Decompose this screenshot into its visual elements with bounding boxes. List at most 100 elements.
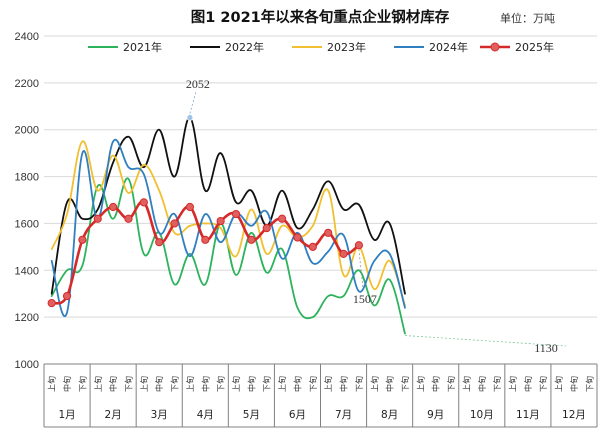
- dekad-label: 上旬: [461, 376, 471, 392]
- dekad-label: 上旬: [508, 376, 518, 392]
- dekad-label: 中旬: [246, 376, 256, 392]
- series-marker: [354, 241, 364, 250]
- dekad-label: 中旬: [431, 376, 441, 392]
- dekad-label: 上旬: [323, 376, 333, 392]
- dekad-label: 上旬: [369, 376, 379, 392]
- month-label: 4月: [197, 409, 214, 421]
- series-marker: [324, 228, 333, 237]
- dekad-label: 中旬: [292, 376, 302, 392]
- dekad-label: 上旬: [139, 376, 149, 392]
- month-label: 11月: [516, 409, 540, 421]
- dekad-label: 下旬: [262, 376, 272, 392]
- dekad-label: 上旬: [185, 376, 195, 392]
- month-label: 10月: [470, 409, 494, 421]
- dekad-label: 下旬: [538, 376, 548, 392]
- series-marker: [339, 249, 348, 258]
- y-tick-label: 1400: [15, 265, 39, 277]
- month-label: 2月: [105, 409, 122, 421]
- series-marker: [47, 298, 56, 308]
- series-marker: [262, 224, 271, 233]
- series-marker: [155, 238, 164, 247]
- series-marker: [109, 202, 118, 212]
- dekad-label: 下旬: [308, 376, 318, 392]
- legend-marker: [490, 42, 500, 52]
- month-label: 9月: [427, 409, 444, 421]
- legend-label: 2021年: [123, 40, 162, 54]
- legend-label: 2024年: [429, 40, 468, 54]
- annotation-leader: [358, 249, 364, 289]
- unit-label: 单位：万吨: [500, 11, 555, 25]
- chart-title: 图1 2021年以来各旬重点企业钢材库存: [191, 8, 450, 26]
- dekad-label: 中旬: [154, 376, 164, 392]
- month-label: 1月: [58, 409, 75, 421]
- series-marker: [216, 216, 225, 226]
- dekad-label: 上旬: [47, 376, 57, 392]
- annotations: 2052 1507 1130: [186, 77, 567, 355]
- legend-label: 2025年: [515, 40, 554, 54]
- dekad-label: 中旬: [108, 376, 118, 392]
- y-tick-label: 1800: [15, 172, 39, 184]
- series-layer: [47, 116, 406, 335]
- dekad-label: 中旬: [523, 376, 533, 392]
- legend: 2021年 2022年 2023年 2024年 2025年: [88, 40, 554, 54]
- y-tick-label: 2000: [15, 125, 39, 137]
- annotation-label: 1130: [534, 341, 558, 355]
- dekad-label: 上旬: [231, 376, 241, 392]
- series-marker: [62, 291, 72, 301]
- annotation-leader: [404, 335, 567, 347]
- series-marker: [201, 235, 210, 244]
- month-label: 7月: [335, 409, 352, 421]
- y-tick-label: 1000: [15, 359, 39, 371]
- dekad-label: 上旬: [93, 376, 103, 392]
- dekad-label: 中旬: [569, 376, 579, 392]
- dekad-label: 中旬: [62, 376, 72, 392]
- annotation-label: 2052: [186, 77, 210, 91]
- series-marker: [93, 214, 102, 223]
- dekad-label: 下旬: [400, 376, 410, 392]
- series-line-2: [50, 116, 406, 295]
- dekad-label: 中旬: [477, 376, 487, 392]
- annotation-point: [186, 114, 194, 121]
- annotation-leader: [189, 91, 197, 114]
- month-label: 5月: [243, 409, 260, 421]
- annotation-label: 1507: [353, 292, 377, 306]
- legend-label: 2023年: [327, 40, 366, 54]
- series-marker: [185, 202, 195, 212]
- month-label: 6月: [289, 409, 306, 421]
- y-tick-label: 2200: [15, 78, 39, 90]
- grid-layer: [44, 35, 597, 365]
- dekad-label: 下旬: [216, 376, 226, 392]
- series-marker: [247, 235, 256, 244]
- series-line-4: [50, 138, 406, 317]
- series-marker: [124, 214, 133, 223]
- month-label: 8月: [381, 409, 398, 421]
- series-marker: [293, 233, 302, 242]
- dekad-label: 下旬: [170, 376, 180, 392]
- dekad-label: 下旬: [77, 376, 87, 392]
- legend-label: 2022年: [225, 40, 264, 54]
- dekad-label: 下旬: [446, 376, 456, 392]
- month-label: 12月: [562, 409, 586, 421]
- y-tick-label: 1200: [15, 312, 39, 324]
- series-marker: [231, 209, 241, 219]
- dekad-label: 中旬: [385, 376, 395, 392]
- dekad-label: 下旬: [123, 376, 133, 392]
- series-marker: [170, 219, 179, 228]
- series-marker: [308, 242, 317, 251]
- y-tick-label: 2400: [15, 31, 39, 43]
- series-line-1: [50, 177, 406, 335]
- dekad-label: 下旬: [492, 376, 502, 392]
- axis-layer: 1000 1200 1400 1600 1800 2000 2200 2400 1月 2月 3月 4月…: [15, 31, 598, 428]
- series-marker: [78, 235, 87, 244]
- dekad-label: 中旬: [200, 376, 210, 392]
- dekad-label: 下旬: [584, 376, 594, 392]
- dekad-label: 上旬: [277, 376, 287, 392]
- series-marker: [139, 198, 148, 207]
- dekad-label: 上旬: [554, 376, 564, 392]
- dekad-label: 下旬: [354, 376, 364, 392]
- y-tick-label: 1600: [15, 218, 39, 230]
- month-label: 3月: [151, 409, 168, 421]
- dekad-label: 中旬: [339, 376, 349, 392]
- series-marker: [277, 214, 287, 223]
